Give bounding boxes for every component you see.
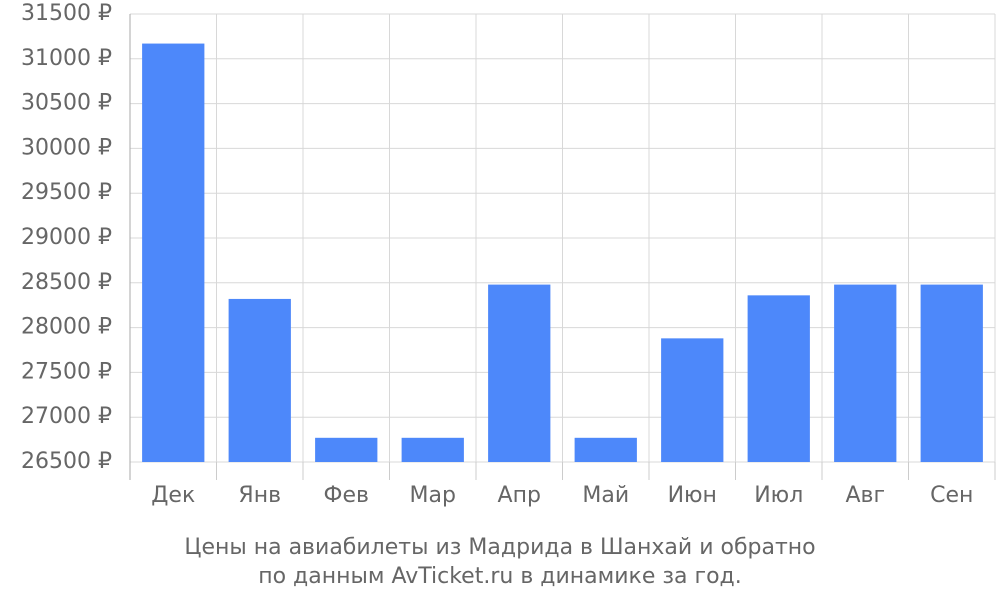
bar: [834, 284, 897, 462]
x-tick-label: Фев: [324, 483, 369, 508]
x-tick-label: Авг: [845, 483, 885, 508]
bar: [747, 295, 810, 462]
x-tick-label: Мар: [410, 483, 456, 508]
x-tick-label: Май: [582, 483, 629, 508]
y-tick-label: 28000 ₽: [21, 315, 112, 340]
x-tick-label: Дек: [151, 483, 195, 508]
x-tick-label: Июл: [754, 483, 803, 508]
x-tick-label: Июн: [668, 483, 717, 508]
y-tick-label: 31500 ₽: [21, 1, 112, 26]
x-tick-label: Сен: [930, 483, 973, 508]
x-tick-label: Апр: [498, 483, 541, 508]
caption-line: Цены на авиабилеты из Мадрида в Шанхай и…: [184, 535, 815, 560]
bar: [228, 298, 291, 462]
y-tick-label: 26500 ₽: [21, 449, 112, 474]
y-tick-label: 29000 ₽: [21, 225, 112, 250]
bar: [661, 338, 724, 462]
caption-line: по данным AvTicket.ru в динамике за год.: [258, 564, 742, 589]
bar: [315, 437, 378, 462]
y-tick-label: 27000 ₽: [21, 404, 112, 429]
bar: [920, 284, 983, 462]
y-tick-label: 27500 ₽: [21, 359, 112, 384]
bar: [488, 284, 551, 462]
y-tick-label: 30000 ₽: [21, 135, 112, 160]
bar: [142, 43, 205, 463]
bar: [574, 437, 637, 462]
y-tick-label: 30500 ₽: [21, 91, 112, 116]
y-tick-label: 31000 ₽: [21, 46, 112, 71]
y-tick-label: 28500 ₽: [21, 270, 112, 295]
y-tick-label: 29500 ₽: [21, 180, 112, 205]
x-tick-label: Янв: [238, 483, 281, 508]
bar: [401, 437, 464, 462]
